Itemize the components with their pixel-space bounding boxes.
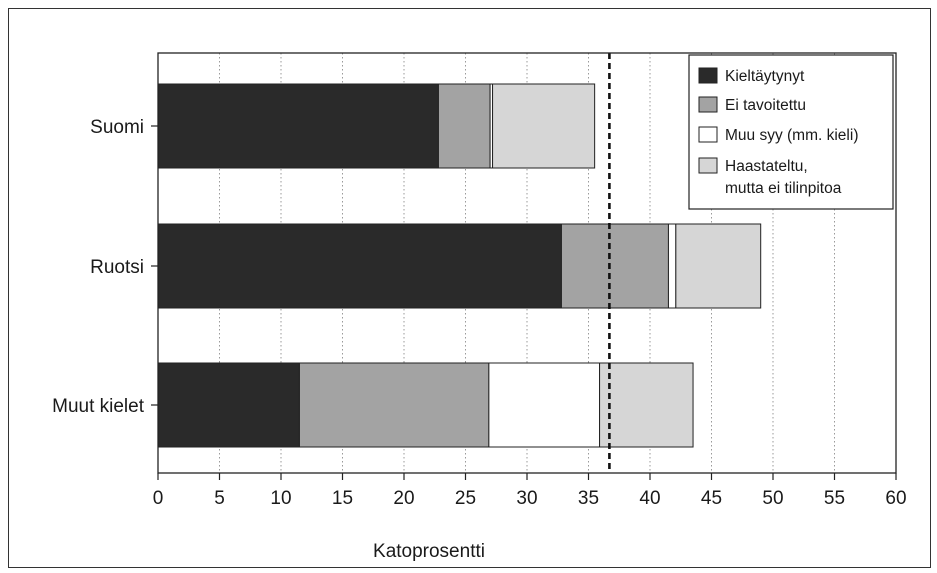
bar-0-0 <box>157 83 439 169</box>
category-label: Suomi <box>90 117 144 138</box>
bar-2-0 <box>157 362 300 448</box>
x-tick-label: 40 <box>639 488 660 509</box>
legend-swatch <box>698 67 718 84</box>
x-tick-label: 0 <box>153 488 164 509</box>
bar-1-3 <box>675 223 762 309</box>
bar-1-2 <box>667 223 677 309</box>
legend: Kieltäytynyt Ei tavoitettu Muu syy (mm. ki… <box>688 54 894 210</box>
x-tick-label: 15 <box>332 488 353 509</box>
legend-swatch <box>698 157 718 174</box>
x-tick-label: 35 <box>578 488 599 509</box>
bar-2-2 <box>488 362 601 448</box>
x-tick-label: 5 <box>214 488 225 509</box>
legend-box <box>688 54 894 210</box>
bar-0-1 <box>437 83 491 169</box>
figure-frame: Suomi Ruotsi Muut kielet 0 5 10 15 20 25 30 35 40 45… <box>8 8 931 568</box>
legend-swatch <box>698 96 718 113</box>
x-tick-label: 10 <box>270 488 291 509</box>
legend-label: Ei tavoitettu <box>725 97 806 114</box>
x-tick-label: 20 <box>393 488 414 509</box>
x-tick-label: 45 <box>701 488 722 509</box>
category-label: Muut kielet <box>52 396 145 417</box>
legend-label: Kieltäytynyt <box>725 68 805 85</box>
axes: Suomi Ruotsi Muut kielet 0 5 10 15 20 25 30 35 40 45… <box>52 52 907 509</box>
x-tick-label: 60 <box>885 488 906 509</box>
legend-label: Haastateltu, <box>725 158 808 175</box>
category-label: Ruotsi <box>90 257 144 278</box>
x-axis-title: Katoprosentti <box>373 541 485 562</box>
bar-0-3 <box>492 83 596 169</box>
x-tick-label: 55 <box>824 488 845 509</box>
bar-1-1 <box>560 223 669 309</box>
bar-1-0 <box>157 223 562 309</box>
x-tick-label: 25 <box>455 488 476 509</box>
x-tick-label: 50 <box>762 488 783 509</box>
bar-2-1 <box>298 362 490 448</box>
bars <box>157 83 762 448</box>
stacked-bar-chart: Suomi Ruotsi Muut kielet 0 5 10 15 20 25 30 35 40 45… <box>52 52 907 562</box>
x-tick-label: 30 <box>516 488 537 509</box>
legend-label: Muu syy (mm. kieli) <box>725 127 858 144</box>
legend-swatch <box>698 126 718 143</box>
bar-2-3 <box>599 362 694 448</box>
legend-label: mutta ei tilinpitoa <box>725 180 842 197</box>
